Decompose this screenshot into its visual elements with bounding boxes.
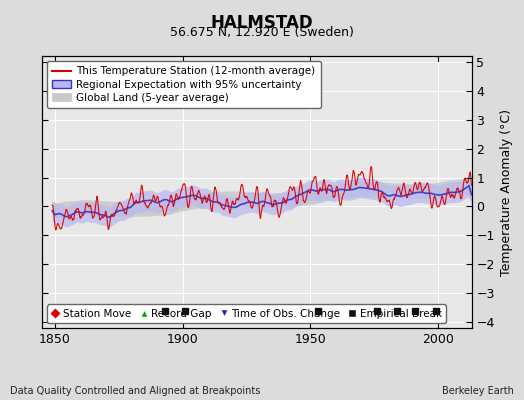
Y-axis label: Temperature Anomaly (°C): Temperature Anomaly (°C) bbox=[500, 108, 514, 276]
Text: 56.675 N, 12.920 E (Sweden): 56.675 N, 12.920 E (Sweden) bbox=[170, 26, 354, 39]
Text: Data Quality Controlled and Aligned at Breakpoints: Data Quality Controlled and Aligned at B… bbox=[10, 386, 261, 396]
Legend: Station Move, Record Gap, Time of Obs. Change, Empirical Break: Station Move, Record Gap, Time of Obs. C… bbox=[47, 304, 446, 323]
Text: HALMSTAD: HALMSTAD bbox=[211, 14, 313, 32]
Text: Berkeley Earth: Berkeley Earth bbox=[442, 386, 514, 396]
